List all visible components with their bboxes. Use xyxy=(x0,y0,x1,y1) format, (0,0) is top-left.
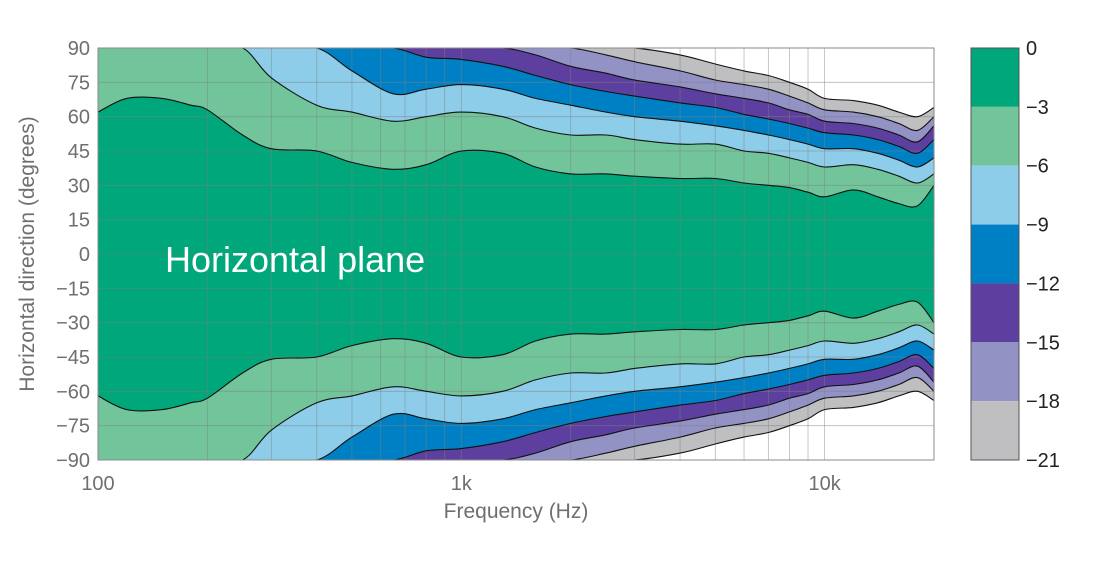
y-tick-label: 90 xyxy=(68,38,90,60)
contour-lower-3 xyxy=(98,340,934,460)
y-tick-label: 0 xyxy=(79,244,90,266)
colorbar-tick-label: −9 xyxy=(1026,215,1049,237)
y-tick-labels: 90 75 60 45 30 15 0 −15 −30 −45 −60 −75 −90 xyxy=(56,38,90,472)
contour-lower-5 xyxy=(98,365,934,460)
x-tick-label: 1k xyxy=(451,473,473,495)
y-tick-label: 60 xyxy=(68,107,90,129)
colorbar-tick-label: −6 xyxy=(1026,156,1049,178)
colorbar-swatch xyxy=(971,165,1019,225)
colorbar-tick-label: 0 xyxy=(1026,38,1037,60)
y-tick-label: −75 xyxy=(56,416,90,438)
contour-upper-5 xyxy=(98,48,934,143)
plot-frame xyxy=(97,47,935,461)
x-tick-label: 10k xyxy=(809,473,842,495)
plane-annotation: Horizontal plane xyxy=(165,239,425,280)
colorbar-tick-label: −21 xyxy=(1026,450,1060,472)
contour-lower-1 xyxy=(98,300,934,412)
contour-upper-1 xyxy=(98,96,934,208)
contour-upper-3 xyxy=(98,48,934,168)
grid-lines xyxy=(98,48,934,460)
band-lower-6 xyxy=(98,377,934,460)
colorbar: 0 −3 −6 −9 −12 −15 −18 −21 xyxy=(970,38,1060,472)
y-tick-label: −45 xyxy=(56,347,90,369)
colorbar-swatch xyxy=(971,48,1019,107)
y-tick-label: 75 xyxy=(68,72,90,94)
x-axis-label: Frequency (Hz) xyxy=(444,500,589,523)
x-tick-labels: 100 1k 10k xyxy=(81,473,841,495)
colorbar-swatch xyxy=(971,401,1019,460)
contour-lower-7 xyxy=(98,390,934,460)
contour-upper-2 xyxy=(98,48,934,184)
band-lower-7 xyxy=(98,391,934,460)
colorbar-frame xyxy=(970,47,1020,461)
band-upper-6 xyxy=(98,48,934,131)
colorbar-tick-label: −18 xyxy=(1026,391,1060,413)
contour-upper-7 xyxy=(98,48,934,118)
colorbar-tick-label: −12 xyxy=(1026,273,1060,295)
colorbar-tick-label: −3 xyxy=(1026,97,1049,119)
y-tick-label: −30 xyxy=(56,313,90,335)
y-tick-label: −15 xyxy=(56,278,90,300)
colorbar-swatch xyxy=(971,224,1019,284)
colorbar-swatch xyxy=(971,283,1019,343)
colorbar-tick-label: −15 xyxy=(1026,332,1060,354)
y-tick-label: 30 xyxy=(68,175,90,197)
contour-upper-6 xyxy=(98,48,934,132)
colorbar-swatch xyxy=(971,106,1019,166)
contour-lines xyxy=(98,48,934,460)
contour-lower-2 xyxy=(98,324,934,460)
band-upper-7 xyxy=(98,48,934,117)
y-tick-label: 15 xyxy=(68,210,90,232)
y-tick-label: −90 xyxy=(56,450,90,472)
colorbar-swatch xyxy=(971,342,1019,402)
x-tick-label: 100 xyxy=(81,473,114,495)
contour-lower-4 xyxy=(98,354,934,460)
contour-upper-4 xyxy=(98,48,934,154)
contour-lower-6 xyxy=(98,376,934,460)
y-tick-label: −60 xyxy=(56,381,90,403)
y-axis-label: Horizontal direction (degrees) xyxy=(16,116,39,391)
y-tick-label: 45 xyxy=(68,141,90,163)
